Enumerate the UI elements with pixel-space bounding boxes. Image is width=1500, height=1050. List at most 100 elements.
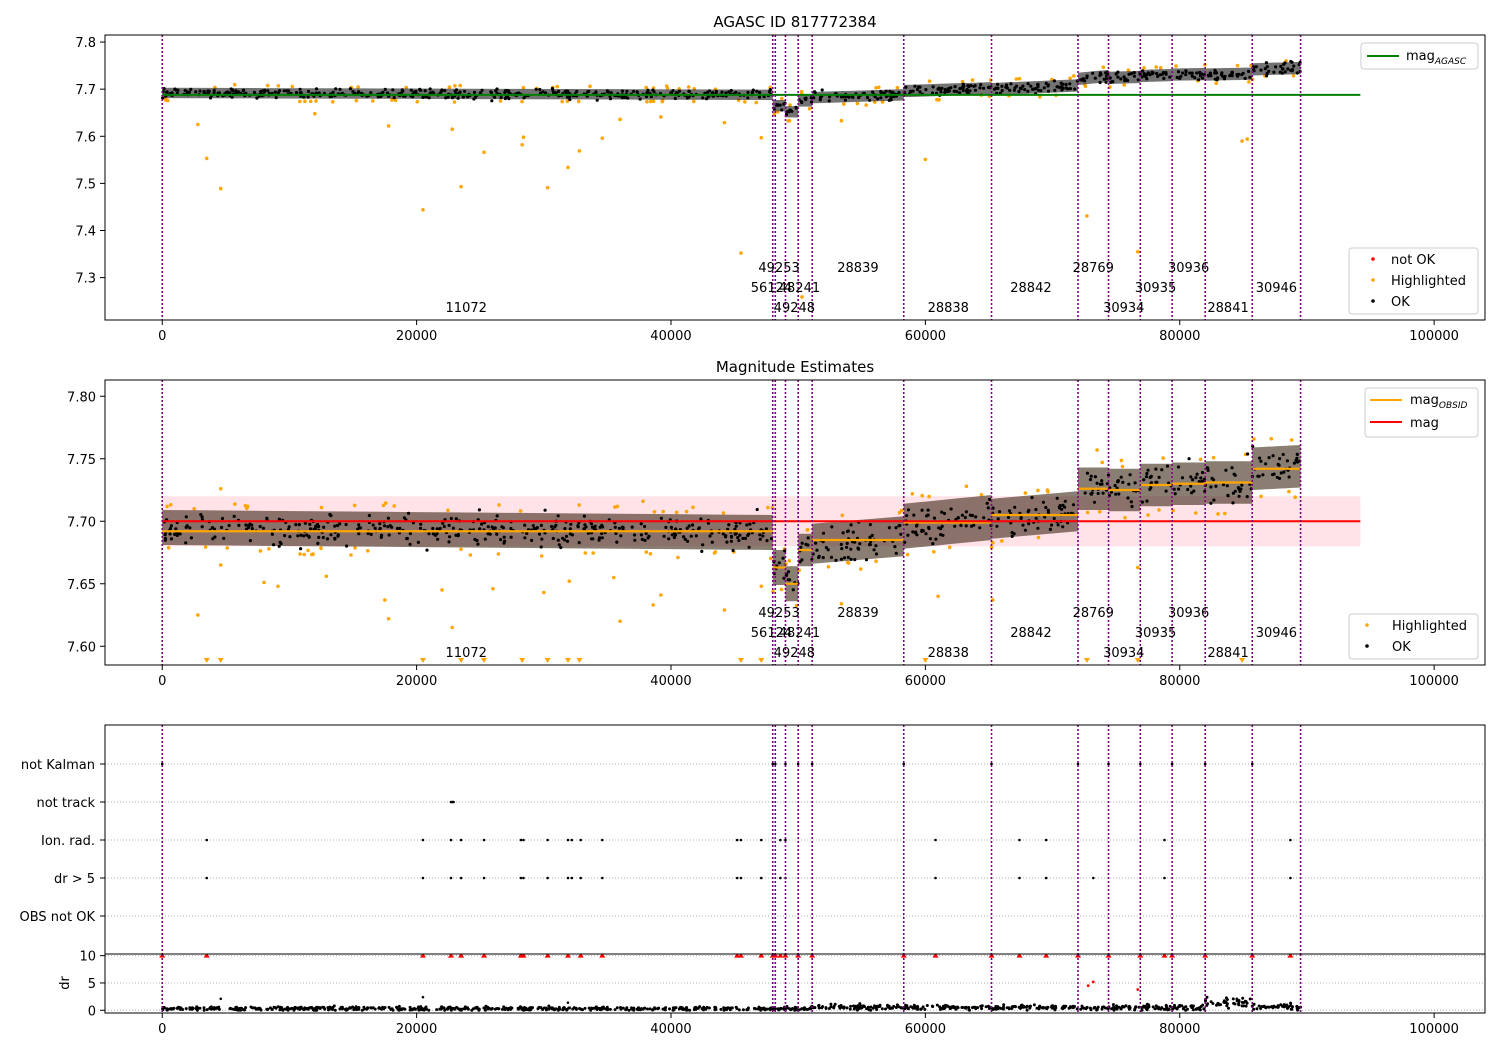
ok-point xyxy=(1073,87,1077,91)
dr-point xyxy=(531,1006,534,1010)
obsid-label: 28842 xyxy=(1010,281,1051,296)
ok-point xyxy=(523,536,527,540)
highlighted-point xyxy=(846,561,851,565)
dr-point xyxy=(1044,1006,1048,1010)
ok-point xyxy=(781,556,785,560)
ok-point xyxy=(412,90,416,94)
x-tick-label: 40000 xyxy=(650,329,691,344)
ok-point xyxy=(669,525,674,530)
y-tick-label: 7.65 xyxy=(67,578,96,593)
ok-point xyxy=(1279,471,1283,475)
dr-point xyxy=(389,1007,393,1011)
ok-point xyxy=(419,522,423,526)
dr-point xyxy=(887,1004,891,1008)
ok-point xyxy=(1157,475,1161,479)
ok-point xyxy=(652,90,656,94)
flag-point xyxy=(522,876,525,880)
flag-point xyxy=(459,838,463,842)
ok-point xyxy=(1029,84,1033,88)
dr-point xyxy=(1191,1006,1195,1010)
ok-point xyxy=(1060,507,1064,511)
dr-point xyxy=(561,1006,565,1010)
dr-point xyxy=(973,1005,977,1009)
ok-point xyxy=(357,532,361,536)
ok-point xyxy=(943,90,947,94)
dr-point xyxy=(1209,1000,1213,1004)
ok-point xyxy=(710,531,714,535)
ok-point xyxy=(1148,475,1152,480)
ok-point xyxy=(913,531,917,535)
highlighted-outlier xyxy=(324,574,329,579)
ok-point xyxy=(1161,71,1166,75)
dr-point xyxy=(1237,999,1241,1002)
ok-point xyxy=(1292,64,1296,68)
dr-point xyxy=(1071,1006,1075,1010)
dr-point xyxy=(416,1006,420,1010)
ok-point xyxy=(1164,489,1168,493)
ok-point xyxy=(924,88,928,92)
dr-clipped-marker xyxy=(458,954,465,958)
ok-point xyxy=(563,527,567,531)
clipped-low-marker xyxy=(458,658,465,663)
ok-point xyxy=(949,86,953,90)
highlighted-point xyxy=(787,559,791,563)
ok-point xyxy=(270,532,274,536)
dr-point xyxy=(785,1006,789,1010)
ok-point xyxy=(502,541,506,545)
highlighted-point xyxy=(447,85,452,89)
ok-point xyxy=(277,89,282,93)
dr-point xyxy=(1224,996,1228,1000)
ok-point xyxy=(996,86,1000,90)
ok-point xyxy=(495,514,499,518)
obsid-label: 30936 xyxy=(1168,606,1209,621)
dr-point xyxy=(865,1007,869,1011)
ok-point xyxy=(846,529,850,533)
flag-point xyxy=(1139,762,1142,766)
ok-point xyxy=(953,524,957,528)
ok-point xyxy=(609,91,613,95)
highlighted-point xyxy=(1036,488,1040,493)
ok-point xyxy=(725,540,729,544)
ok-point xyxy=(639,522,643,526)
dr-point xyxy=(1271,1006,1275,1010)
highlighted-outlier xyxy=(651,603,655,607)
flag-point xyxy=(566,838,570,842)
dr-point xyxy=(954,1007,958,1011)
highlighted-point xyxy=(314,99,318,103)
dr-point xyxy=(500,1007,504,1011)
magnitude-estimates-panel: Magnitude Estimates 11072 49253 5612448241… xyxy=(67,358,1486,689)
ok-point xyxy=(733,532,738,536)
dr-point xyxy=(987,1005,991,1009)
ok-point xyxy=(499,538,503,542)
dr-point xyxy=(1017,1005,1021,1009)
highlighted-point xyxy=(565,99,570,103)
flag-category-label: dr > 5 xyxy=(54,872,95,887)
ok-point xyxy=(1149,481,1153,485)
flag-point xyxy=(459,876,463,880)
highlighted-outlier xyxy=(759,135,764,140)
ok-point xyxy=(841,531,845,535)
ok-point xyxy=(687,524,691,528)
highlighted-point xyxy=(381,503,386,508)
dr-point xyxy=(1095,1008,1099,1012)
dr-point xyxy=(1160,1006,1164,1010)
flag-point xyxy=(482,838,486,842)
highlighted-point xyxy=(1083,84,1088,89)
ok-point xyxy=(582,514,587,518)
ok-point xyxy=(1154,480,1158,484)
dr-point xyxy=(1233,1002,1237,1006)
ok-point xyxy=(894,526,898,530)
ok-point xyxy=(646,536,650,540)
ok-point xyxy=(1071,503,1076,507)
ok-point xyxy=(321,535,325,540)
ok-point xyxy=(834,558,838,563)
ok-point xyxy=(633,538,637,542)
dr-not-ok-point xyxy=(1086,984,1090,988)
highlighted-point xyxy=(452,100,457,104)
ok-point xyxy=(828,95,832,99)
dr-point xyxy=(408,1005,412,1009)
highlighted-point xyxy=(932,550,936,554)
dr-point xyxy=(1103,1006,1107,1010)
highlighted-point xyxy=(743,100,747,104)
ok-point xyxy=(229,87,233,91)
